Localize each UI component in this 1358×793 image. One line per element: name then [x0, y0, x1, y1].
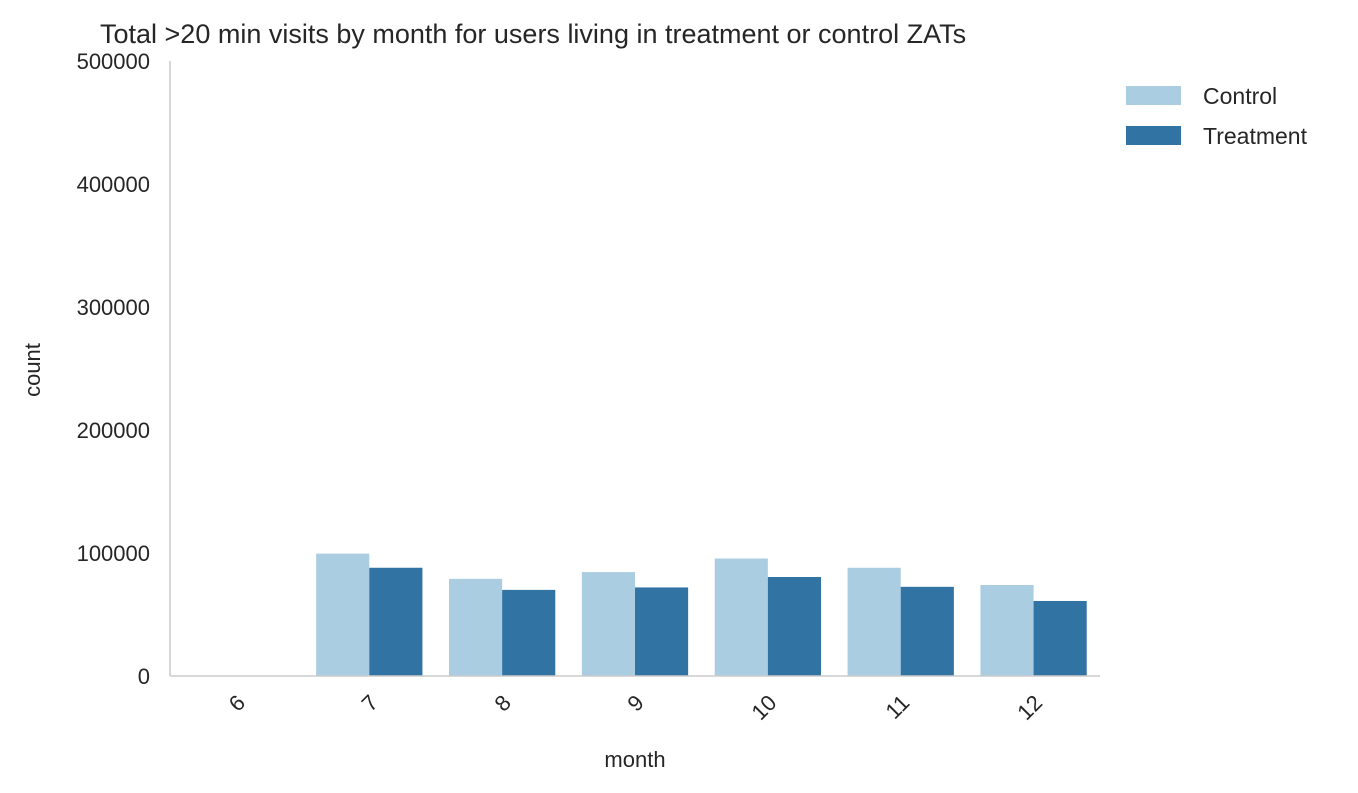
bar-control-7	[316, 553, 370, 676]
y-tick-label: 200000	[77, 418, 150, 443]
x-axis-title: month	[604, 747, 665, 772]
bar-treatment-7	[369, 567, 423, 676]
bar-treatment-9	[635, 587, 689, 676]
bar-control-9	[581, 572, 635, 676]
bar-control-10	[714, 558, 768, 676]
bar-control-11	[847, 567, 901, 676]
legend-label-control: Control	[1203, 83, 1277, 109]
legend-swatch-control	[1126, 86, 1181, 105]
x-tick-label: 12	[1012, 690, 1047, 725]
chart-title: Total >20 min visits by month for users …	[100, 19, 966, 49]
legend: Control Treatment	[1126, 83, 1308, 149]
x-axis-ticks: 6 7 8 9 10 11 12	[224, 690, 1047, 725]
y-axis-title: count	[20, 343, 45, 397]
y-tick-label: 100000	[77, 541, 150, 566]
x-tick-label: 10	[747, 690, 782, 725]
x-tick-label: 6	[224, 690, 250, 716]
bar-control-12	[980, 584, 1034, 676]
x-tick-label: 11	[881, 690, 915, 724]
y-tick-label: 400000	[77, 172, 150, 197]
y-axis-ticks: 0 100000 200000 300000 400000 500000	[77, 49, 150, 689]
y-tick-label: 500000	[77, 49, 150, 74]
y-tick-label: 300000	[77, 295, 150, 320]
bar-treatment-8	[502, 589, 556, 676]
x-tick-label: 7	[357, 690, 383, 716]
bar-treatment-11	[900, 586, 954, 676]
bar-treatment-12	[1033, 600, 1087, 676]
legend-label-treatment: Treatment	[1203, 123, 1308, 149]
x-tick-label: 8	[489, 690, 515, 716]
bar-control-8	[449, 578, 503, 676]
bar-treatment-10	[767, 576, 821, 676]
x-tick-label: 9	[622, 690, 648, 716]
legend-swatch-treatment	[1126, 126, 1181, 145]
bars	[316, 553, 1087, 676]
y-tick-label: 0	[138, 664, 150, 689]
